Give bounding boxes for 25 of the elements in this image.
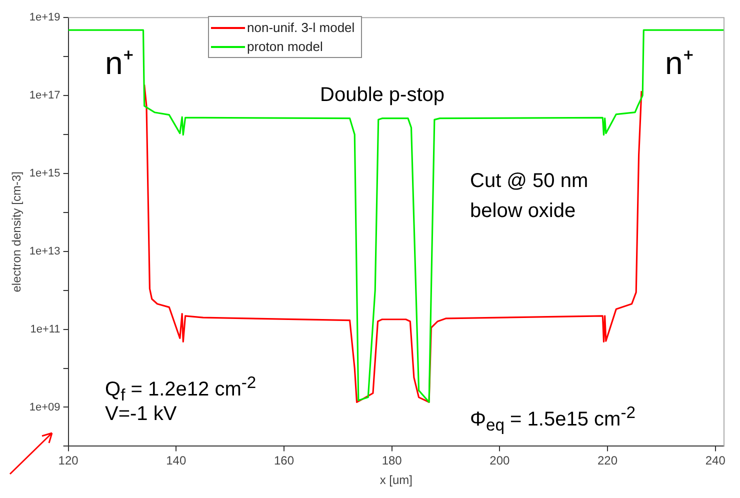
legend-label: proton model bbox=[247, 38, 323, 56]
x-tick-label: 220 bbox=[598, 454, 618, 468]
annotation: Cut @ 50 nm bbox=[470, 170, 588, 192]
x-axis-title: x [um] bbox=[380, 473, 412, 488]
y-tick-label: 1e+09 bbox=[29, 401, 60, 414]
x-tick-label: 180 bbox=[382, 454, 402, 468]
y-tick-label: 1e+15 bbox=[29, 167, 60, 180]
y-tick-label: 1e+19 bbox=[29, 12, 60, 24]
x-tick-label: 120 bbox=[58, 454, 79, 468]
x-tick-label: 240 bbox=[705, 454, 726, 468]
annotation: V=-1 kV bbox=[105, 403, 177, 425]
y-tick-label: 1e+17 bbox=[29, 90, 60, 102]
annotation: n⁺ bbox=[665, 45, 694, 82]
y-tick-label: 1e+11 bbox=[30, 323, 60, 336]
x-tick-label: 160 bbox=[274, 454, 294, 468]
annotation: below oxide bbox=[470, 200, 576, 222]
annotation: Double p-stop bbox=[320, 84, 445, 106]
annotation: Q$_{f}$ = 1.2e12 cm$^{-2}$ bbox=[105, 373, 256, 405]
x-tick-label: 140 bbox=[166, 454, 186, 468]
legend-label: non-unif. 3-l model bbox=[247, 19, 355, 37]
annotation: n⁺ bbox=[105, 45, 134, 82]
y-tick-label: 1e+13 bbox=[29, 245, 60, 258]
annotation: Φ$_{eq}$ = 1.5e15 cm$^{-2}$ bbox=[470, 403, 636, 435]
y-axis-title: electron density [cm-3] bbox=[10, 172, 24, 292]
x-tick-label: 200 bbox=[490, 454, 510, 468]
